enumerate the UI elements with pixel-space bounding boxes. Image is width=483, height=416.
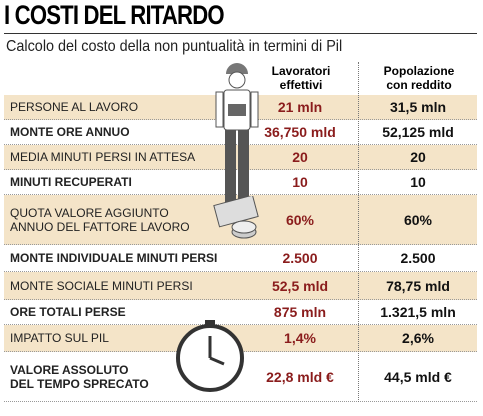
worker-icon bbox=[215, 63, 259, 205]
title-rule bbox=[4, 33, 477, 34]
cell-value: 1.321,5 mln bbox=[380, 304, 456, 320]
cell-value: 78,75 mld bbox=[386, 277, 450, 294]
cell-value: 2,6% bbox=[402, 330, 434, 346]
cell-value: 52,5 mld bbox=[271, 277, 329, 294]
table-row: ORE TOTALI PERSE 875 mln 1.321,5 mln bbox=[4, 300, 477, 325]
row-label: PERSONE AL LAVORO bbox=[10, 100, 139, 114]
cell-value: 2.500 bbox=[400, 250, 436, 266]
row-label: MONTE ORE ANNUO bbox=[10, 125, 130, 139]
cell-value: 10 bbox=[410, 174, 426, 190]
row-label: ORE TOTALI PERSE bbox=[10, 305, 126, 319]
row-label: QUOTA VALORE AGGIUNTO ANNUO DEL FATTORE … bbox=[10, 205, 190, 234]
cell-value: 875 mln bbox=[273, 304, 327, 320]
column-header: Lavoratori effettivi bbox=[271, 64, 331, 92]
cell-value: 10 bbox=[292, 174, 308, 190]
clock-icon bbox=[176, 320, 244, 392]
row-label: MEDIA MINUTI PERSI IN ATTESA bbox=[10, 150, 196, 164]
table-row: VALORE ASSOLUTO DEL TEMPO SPRECATO 22,8 m… bbox=[4, 352, 477, 402]
row-label: MONTE INDIVIDUALE MINUTI PERSI bbox=[10, 251, 218, 265]
cell-value: 52,125 mld bbox=[382, 124, 454, 140]
column-header: Popolazione con reddito bbox=[383, 64, 455, 92]
row-label: MONTE SOCIALE MINUTI PERSI bbox=[10, 278, 193, 293]
cell-value: 20 bbox=[292, 149, 308, 165]
table-row: MONTE SOCIALE MINUTI PERSI 52,5 mld 78,75 … bbox=[4, 272, 477, 300]
row-label: VALORE ASSOLUTO DEL TEMPO SPRECATO bbox=[10, 362, 149, 391]
row-label: IMPATTO SUL PIL bbox=[10, 331, 109, 345]
cell-value: 31,5 mln bbox=[389, 99, 447, 115]
column-separator bbox=[358, 62, 359, 402]
cell-value: 36,750 mld bbox=[264, 124, 336, 140]
subtitle: Calcolo del costo della non puntualità i… bbox=[6, 38, 343, 55]
cell-value: 2.500 bbox=[282, 250, 318, 266]
row-label: MINUTI RECUPERATI bbox=[10, 175, 132, 189]
money-icon bbox=[213, 196, 259, 239]
cell-value: 60% bbox=[403, 211, 433, 228]
cell-value: 22,8 mld € bbox=[266, 368, 334, 385]
cell-value: 44,5 mld € bbox=[384, 368, 452, 385]
cell-value: 1,4% bbox=[284, 330, 316, 346]
cell-value: 20 bbox=[410, 149, 426, 165]
table-row: MONTE INDIVIDUALE MINUTI PERSI 2.500 2.500 bbox=[4, 245, 477, 272]
cell-value: 21 mln bbox=[277, 99, 323, 115]
title: I COSTI DEL RITARDO bbox=[4, 0, 225, 30]
cell-value: 60% bbox=[285, 211, 315, 228]
